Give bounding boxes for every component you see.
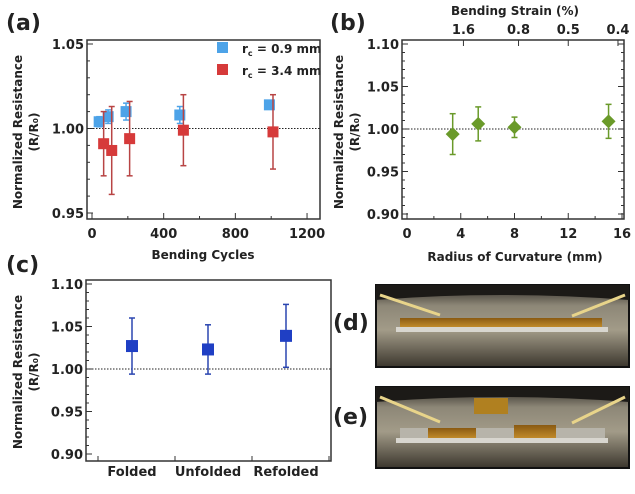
y-tick-label: 1.05 — [52, 38, 84, 53]
data-point — [98, 138, 110, 150]
y-tick-label: 1.05 — [51, 321, 83, 336]
photo-d — [375, 284, 630, 368]
xlabel-b: Radius of Curvature (mm) — [427, 250, 602, 264]
y-tick-label: 1.00 — [52, 123, 84, 138]
ylabel-b-line1: Normalized Resistance — [332, 55, 346, 209]
plot-frame-a — [86, 39, 321, 220]
plot-frame-c — [85, 279, 332, 462]
x-tick-label: 12 — [559, 227, 577, 242]
x2-tick-label: 0.4 — [606, 23, 629, 38]
panel-label-b: (b) — [330, 11, 366, 36]
x-tick-label: 8 — [510, 227, 519, 242]
chart-a: 0.95 1.00 1.05 0 400 800 1200 — [52, 38, 325, 242]
data-point — [601, 114, 616, 129]
data-point — [93, 116, 105, 128]
legend-marker-blue — [217, 42, 228, 53]
y-tick-label: 1.00 — [367, 123, 399, 138]
x-tick-label: 400 — [150, 227, 177, 242]
panel-label-e: (e) — [333, 405, 368, 430]
data-point — [106, 144, 118, 156]
data-point — [202, 343, 214, 356]
x-category-label: Unfolded — [175, 465, 241, 480]
x-tick-label: 16 — [613, 227, 631, 242]
data-point — [471, 116, 486, 131]
legend-a: rc = 0.9 mm rc = 3.4 mm — [217, 42, 322, 80]
x2label-b: Bending Strain (%) — [451, 4, 579, 18]
xlabel-a: Bending Cycles — [152, 248, 255, 262]
photo-e — [375, 386, 630, 469]
ylabel-c-line2: (R/R₀) — [27, 352, 41, 391]
chart-c: 0.90 0.95 1.00 1.05 1.10 Folded Unfolded Refold… — [51, 278, 332, 480]
legend-label-0: rc = 0.9 mm — [242, 42, 322, 58]
y-tick-label: 0.95 — [367, 166, 399, 181]
data-point — [124, 133, 136, 145]
chart-b: 0.90 0.95 1.00 1.05 1.10 0 4 8 12 16 1.6 0.8 0.5 0.4 — [367, 23, 631, 242]
data-point — [280, 329, 292, 342]
ylabel-a-line1: Normalized Resistance — [11, 55, 25, 209]
data-point — [445, 127, 460, 142]
x2-tick-label: 0.8 — [507, 23, 530, 38]
y-tick-label: 0.90 — [367, 208, 399, 223]
panel-label-a: (a) — [6, 11, 41, 36]
data-point — [507, 120, 522, 135]
data-point — [263, 99, 275, 111]
ylabel-b-line2: (R/R₀) — [348, 112, 362, 151]
data-point — [126, 340, 138, 353]
x-tick-label: 800 — [222, 227, 249, 242]
data-point — [177, 124, 189, 136]
legend-label-1: rc = 3.4 mm — [242, 64, 322, 80]
panel-label-d: (d) — [333, 311, 369, 336]
y-tick-label: 0.95 — [51, 406, 83, 421]
x-category-label: Folded — [107, 465, 156, 480]
ylabel-a-line2: (R/R₀) — [27, 112, 41, 151]
data-point — [120, 106, 132, 118]
x-tick-label: 0 — [87, 227, 96, 242]
y-tick-label: 1.00 — [51, 363, 83, 378]
y-tick-label: 0.95 — [52, 207, 84, 222]
panel-label-c: (c) — [6, 253, 39, 278]
x-tick-label: 0 — [402, 227, 411, 242]
data-point — [174, 109, 186, 121]
x2-tick-label: 0.5 — [557, 23, 580, 38]
data-point — [102, 111, 114, 123]
y-tick-label: 0.90 — [51, 448, 83, 463]
x-category-label: Refolded — [253, 465, 318, 480]
y-tick-label: 1.10 — [51, 278, 83, 293]
x-tick-label: 1200 — [289, 227, 325, 242]
legend-marker-red — [217, 64, 228, 75]
x2-tick-label: 1.6 — [452, 23, 475, 38]
y-tick-label: 1.10 — [367, 38, 399, 53]
y-tick-label: 1.05 — [367, 81, 399, 96]
x-tick-label: 4 — [456, 227, 465, 242]
ylabel-c-line1: Normalized Resistance — [11, 295, 25, 449]
data-point — [267, 126, 279, 138]
